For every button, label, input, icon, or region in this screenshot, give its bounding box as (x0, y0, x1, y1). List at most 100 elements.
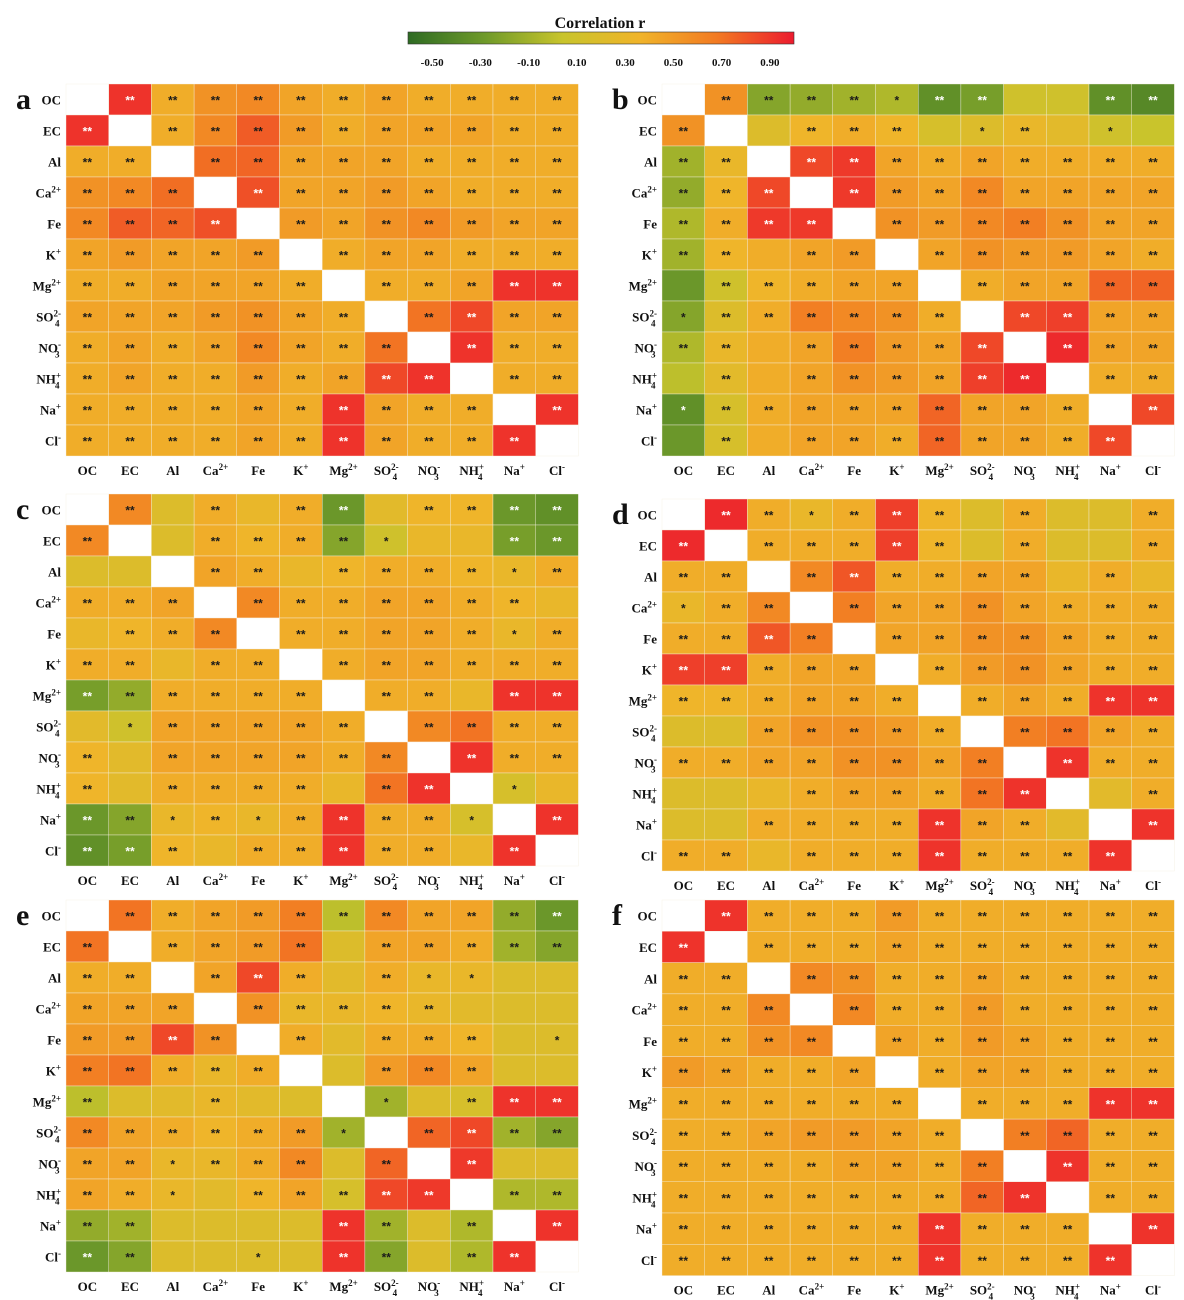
significance-mark: ** (807, 726, 817, 740)
heatmap-cell (407, 114, 451, 147)
significance-mark: ** (382, 597, 392, 611)
heatmap-cell (279, 648, 323, 681)
heatmap-cell (65, 493, 109, 526)
heatmap-cell (364, 1023, 408, 1056)
row-label: Mg2+ (33, 688, 61, 704)
heatmap-cell (661, 899, 705, 932)
heatmap-cell (960, 207, 1004, 240)
heatmap-cell (279, 1240, 323, 1273)
significance-mark: ** (978, 1004, 988, 1018)
significance-mark: ** (849, 509, 859, 523)
heatmap-cell (747, 962, 791, 995)
heatmap-cell (918, 83, 962, 116)
significance-mark: ** (1020, 218, 1030, 232)
heatmap-cell (65, 145, 109, 178)
heatmap-cell (1046, 993, 1090, 1026)
significance-mark: ** (1148, 664, 1158, 678)
significance-mark: ** (1063, 435, 1073, 449)
significance-mark: ** (1148, 910, 1158, 924)
heatmap-cell (450, 834, 494, 867)
heatmap-cell (1046, 176, 1090, 209)
significance-mark: ** (721, 972, 731, 986)
heatmap-cell (65, 331, 109, 364)
heatmap-cell (151, 362, 195, 395)
significance-mark: ** (83, 659, 93, 673)
significance-mark: ** (211, 504, 221, 518)
heatmap-cell (918, 993, 962, 1026)
heatmap-cell (65, 1178, 109, 1211)
heatmap-cell (364, 331, 408, 364)
significance-mark: * (256, 1251, 261, 1265)
heatmap-cell (108, 493, 152, 526)
heatmap-cell (1046, 300, 1090, 333)
heatmap-cell (492, 617, 536, 650)
column-label: Fe (847, 463, 861, 478)
heatmap-cell (1003, 83, 1047, 116)
heatmap-cell (108, 1116, 152, 1149)
significance-mark: * (681, 311, 686, 325)
heatmap-cell (1131, 899, 1175, 932)
heatmap-cell (875, 1024, 919, 1057)
row-label: OC (42, 93, 62, 108)
significance-mark: ** (211, 342, 221, 356)
significance-mark: ** (339, 125, 349, 139)
significance-mark: ** (83, 156, 93, 170)
significance-mark: ** (168, 752, 178, 766)
significance-mark: ** (83, 752, 93, 766)
heatmap-cell (450, 114, 494, 147)
heatmap-cell (832, 1056, 876, 1088)
heatmap-panel-c: c ** ** ** ** ** ** ** **** ** ** ** ** * ** **** ** ** **… (16, 493, 579, 892)
heatmap-cell (279, 83, 323, 116)
significance-mark: ** (125, 404, 135, 418)
significance-mark: ** (764, 1223, 774, 1237)
significance-mark: ** (849, 695, 859, 709)
significance-mark: ** (849, 1066, 859, 1080)
heatmap-cell (1003, 1118, 1047, 1151)
heatmap-cell (704, 207, 748, 240)
heatmap-cell (407, 269, 451, 302)
heatmap-cell (1003, 498, 1047, 531)
significance-mark: ** (552, 566, 562, 580)
heatmap-cell (193, 710, 238, 743)
row-label: Cl- (45, 843, 61, 859)
significance-mark: ** (721, 1097, 731, 1111)
heatmap-cell (450, 145, 494, 178)
heatmap-cell (1046, 931, 1090, 963)
heatmap-cell (789, 1118, 833, 1151)
heatmap-cell (832, 746, 876, 779)
heatmap-cell (1131, 1212, 1175, 1245)
significance-mark: ** (510, 249, 520, 263)
significance-mark: ** (721, 757, 731, 771)
significance-mark: ** (382, 1158, 392, 1172)
heatmap-cell (1088, 424, 1132, 457)
heatmap-cell (364, 679, 408, 712)
column-label: EC (717, 463, 735, 478)
significance-mark: ** (978, 788, 988, 802)
significance-mark: ** (253, 1127, 263, 1141)
heatmap-cell (789, 1212, 833, 1245)
heatmap-cell (1131, 808, 1175, 841)
significance-mark: ** (339, 752, 349, 766)
significance-mark: ** (552, 690, 562, 704)
significance-mark: ** (296, 845, 306, 859)
significance-mark: ** (935, 788, 945, 802)
heatmap-cell (704, 1212, 748, 1245)
heatmap-cell (193, 1147, 238, 1180)
significance-mark: ** (168, 845, 178, 859)
significance-mark: ** (1063, 156, 1073, 170)
significance-mark: ** (296, 404, 306, 418)
heatmap-cell (661, 1150, 705, 1182)
heatmap-cell (236, 114, 280, 147)
significance-mark: ** (721, 602, 731, 616)
significance-mark: ** (253, 156, 263, 170)
heatmap-cell (407, 1240, 451, 1273)
heatmap-cell (322, 145, 366, 178)
significance-mark: ** (935, 571, 945, 585)
heatmap-cell (65, 803, 109, 836)
significance-mark: ** (978, 695, 988, 709)
heatmap-cell (322, 772, 366, 805)
heatmap-cell (704, 529, 748, 562)
row-label: EC (639, 539, 657, 554)
significance-mark: ** (978, 571, 988, 585)
heatmap-cell (364, 834, 408, 867)
